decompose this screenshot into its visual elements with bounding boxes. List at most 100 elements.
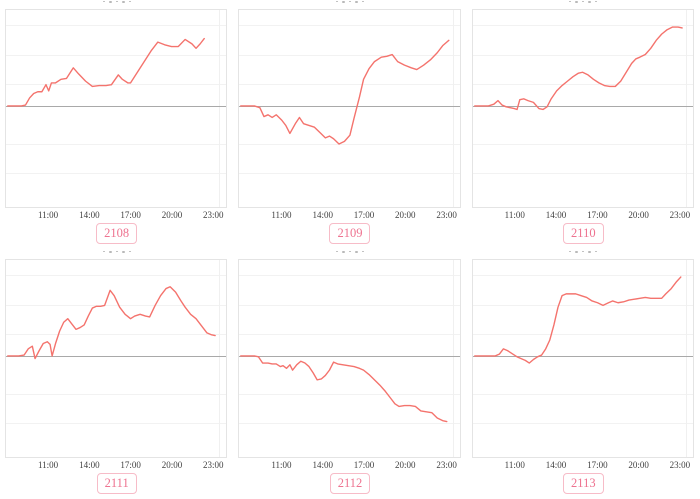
zero-baseline: [472, 105, 693, 107]
gridline-vertical: [685, 260, 687, 457]
x-tick-label: 14:00: [545, 460, 567, 470]
clipped-chart-title: [0, 250, 233, 259]
x-tick-label: 20:00: [628, 460, 649, 470]
x-tick-label: 20:00: [395, 210, 416, 220]
x-tick-label: 17:00: [120, 210, 141, 220]
gridline-horizontal: [6, 173, 227, 175]
gridline-horizontal: [6, 274, 227, 276]
chart-id-badge[interactable]: 2110: [563, 223, 604, 244]
gridline-vertical: [219, 10, 221, 207]
chart-plot-area: [5, 9, 228, 208]
chart-id-badge[interactable]: 2112: [329, 473, 371, 494]
chart-cell: 11:00 14:00 17:00 20:00 23:00 2110: [467, 0, 700, 250]
x-tick-label: 17:00: [587, 460, 608, 470]
x-tick-label: 11:00: [37, 460, 59, 470]
gridline-vertical: [685, 10, 687, 207]
gridline-horizontal: [239, 143, 460, 145]
x-tick-label: 14:00: [312, 460, 333, 470]
chart-id-badge[interactable]: 2113: [563, 473, 604, 494]
chart-cell: 11:00 14:00 17:00 20:00 23:00 2111: [0, 250, 233, 499]
gridline-horizontal: [472, 393, 693, 395]
badge-row: 2110: [467, 223, 700, 244]
gridline-horizontal: [472, 173, 693, 175]
gridline-horizontal: [6, 334, 227, 336]
clipped-chart-title: [0, 0, 233, 9]
gridline-horizontal: [239, 24, 460, 26]
gridline-horizontal: [472, 54, 693, 56]
gridline-horizontal: [239, 274, 460, 276]
series-line: [6, 260, 226, 457]
chart-cell: 11:00 14:00 17:00 20:00 23:00 2109: [233, 0, 466, 250]
gridline-horizontal: [239, 84, 460, 86]
zero-baseline: [472, 355, 693, 357]
chart-plot-area: [471, 259, 694, 458]
x-tick-label: 20:00: [395, 460, 416, 470]
x-axis: 11:00 14:00 17:00 20:00 23:00: [238, 208, 460, 222]
x-tick-label: 17:00: [353, 460, 375, 470]
x-tick-label: 23:00: [436, 460, 457, 470]
x-tick-label: 11:00: [37, 210, 59, 220]
gridline-horizontal: [472, 143, 693, 145]
x-tick-label: 23:00: [203, 210, 224, 220]
series-line: [473, 10, 693, 207]
gridline-vertical: [452, 260, 454, 457]
gridline-horizontal: [472, 334, 693, 336]
clipped-chart-title: [233, 0, 466, 9]
gridline-horizontal: [239, 334, 460, 336]
x-tick-label: 20:00: [161, 210, 183, 220]
clipped-chart-title: [467, 250, 700, 259]
gridline-horizontal: [239, 304, 460, 306]
x-tick-label: 23:00: [669, 460, 691, 470]
chart-id-badge[interactable]: 2108: [96, 223, 138, 244]
zero-baseline: [6, 105, 227, 107]
chart-id-badge[interactable]: 2111: [96, 473, 137, 494]
chart-cell: 11:00 14:00 17:00 20:00 23:00 2112: [233, 250, 466, 499]
series-line: [473, 260, 693, 457]
x-tick-label: 14:00: [79, 460, 100, 470]
gridline-horizontal: [6, 423, 227, 425]
x-tick-label: 17:00: [353, 210, 375, 220]
x-tick-label: 11:00: [504, 460, 525, 470]
chart-plot-area: [5, 259, 228, 458]
gridline-horizontal: [6, 304, 227, 306]
x-tick-label: 17:00: [587, 210, 608, 220]
x-tick-label: 23:00: [669, 210, 691, 220]
chart-plot-area: [238, 9, 461, 208]
chart-id-badge[interactable]: 2109: [329, 223, 371, 244]
x-tick-label: 23:00: [436, 210, 457, 220]
x-axis: 11:00 14:00 17:00 20:00 23:00: [472, 208, 694, 222]
gridline-horizontal: [472, 84, 693, 86]
gridline-horizontal: [6, 54, 227, 56]
chart-plot-area: [238, 259, 461, 458]
clipped-chart-title: [467, 0, 700, 9]
gridline-horizontal: [6, 393, 227, 395]
badge-row: 2113: [467, 473, 700, 494]
badge-row: 2111: [0, 473, 233, 494]
gridline-vertical: [219, 260, 221, 457]
gridline-horizontal: [472, 274, 693, 276]
x-axis: 11:00 14:00 17:00 20:00 23:00: [5, 458, 227, 472]
series-line: [239, 260, 459, 457]
x-axis: 11:00 14:00 17:00 20:00 23:00: [238, 458, 460, 472]
series-line: [6, 10, 226, 207]
gridline-horizontal: [6, 84, 227, 86]
x-tick-label: 14:00: [79, 210, 100, 220]
x-tick-label: 14:00: [312, 210, 333, 220]
gridline-vertical: [452, 10, 454, 207]
zero-baseline: [239, 105, 460, 107]
badge-row: 2109: [233, 223, 466, 244]
chart-cell: 11:00 14:00 17:00 20:00 23:00 2108: [0, 0, 233, 250]
chart-cell: 11:00 14:00 17:00 20:00 23:00 2113: [467, 250, 700, 499]
gridline-horizontal: [472, 423, 693, 425]
badge-row: 2112: [233, 473, 466, 494]
x-tick-label: 20:00: [628, 210, 649, 220]
badge-row: 2108: [0, 223, 233, 244]
zero-baseline: [239, 355, 460, 357]
x-tick-label: 23:00: [203, 460, 224, 470]
gridline-horizontal: [472, 24, 693, 26]
gridline-horizontal: [472, 304, 693, 306]
gridline-horizontal: [239, 173, 460, 175]
x-tick-label: 17:00: [120, 460, 141, 470]
x-tick-label: 11:00: [271, 460, 292, 470]
